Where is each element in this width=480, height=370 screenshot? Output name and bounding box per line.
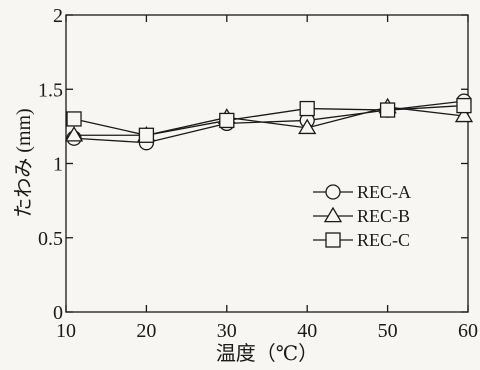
data-point-triangle [64,126,84,142]
data-point-square [138,127,155,143]
series-line [74,106,465,136]
series-layer [64,93,474,151]
y-axis-title: たわみ (mm) [13,108,35,217]
series-rec-c [66,97,472,143]
x-tick-label: 50 [378,320,398,342]
series-line [74,100,465,144]
y-tick-label: 0 [53,302,63,324]
legend-label: REC-B [357,206,410,226]
x-tick-label: 40 [297,320,317,342]
legend-label: REC-A [357,182,411,202]
legend-marker-triangle [323,206,343,223]
y-tick-label: 1.5 [38,79,63,101]
axis-tick-labels: 10 20 30 40 50 60 0 0.5 1 1.5 2 [38,5,478,342]
legend-item-rec-a: REC-A [313,182,411,202]
legend-item-rec-c: REC-C [313,230,410,250]
data-point-triangle [298,118,317,135]
y-tick-label: 1 [53,154,63,176]
legend-item-rec-b: REC-B [313,206,410,226]
x-tick-label: 10 [56,320,76,342]
x-tick-label: 20 [136,320,156,342]
data-point-square [456,97,472,114]
x-tick-label: 60 [458,320,478,342]
y-tick-label: 0.5 [38,228,63,250]
plot-frame [65,14,469,313]
legend: REC-A REC-B REC-C [313,182,411,250]
legend-marker-circle [325,184,341,200]
axis-ticks [65,14,469,313]
data-point-square [219,112,235,129]
legend-marker-square [325,232,341,248]
y-tick-label: 2 [53,5,63,27]
legend-label: REC-C [357,230,410,250]
x-axis-title: 温度（℃） [216,342,318,365]
data-point-square [299,100,315,117]
data-point-square [66,111,82,127]
data-point-triangle [454,106,474,123]
x-tick-label: 30 [217,320,237,342]
data-point-square [379,102,396,118]
series-line [73,104,465,136]
series-rec-b [64,97,474,142]
series-rec-a [66,93,472,151]
